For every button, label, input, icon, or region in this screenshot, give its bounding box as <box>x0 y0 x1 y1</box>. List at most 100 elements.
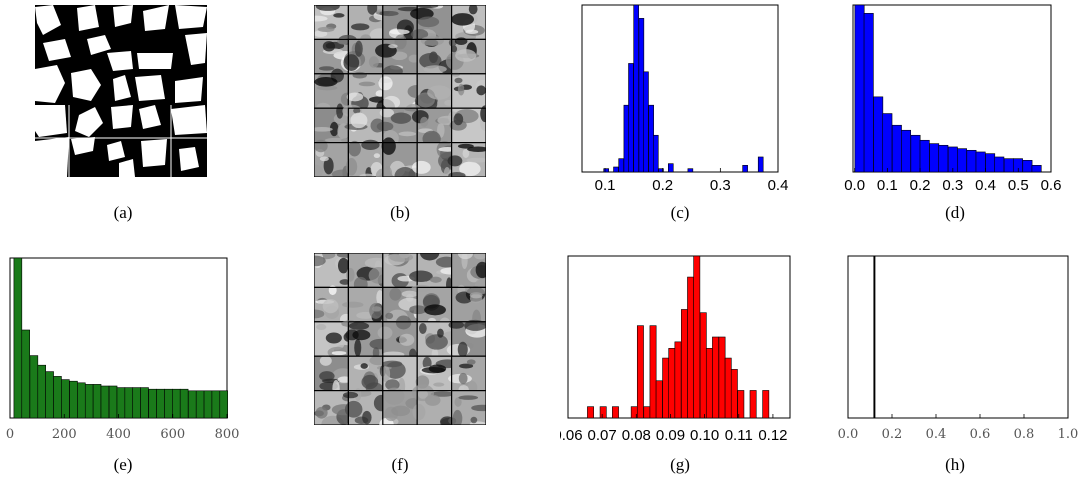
filter-patch <box>342 286 384 323</box>
x-tick-label: 0.2 <box>910 177 931 194</box>
x-tick-label: 0.4 <box>926 427 947 442</box>
filter-patch <box>305 1 350 41</box>
histogram-bar <box>863 13 874 173</box>
histogram-bar <box>172 388 181 419</box>
histogram-bar <box>84 384 94 419</box>
filter-patch <box>451 284 489 328</box>
x-tick-label: 600 <box>160 427 185 442</box>
histogram-bar <box>724 357 732 419</box>
histogram-bar <box>211 390 221 419</box>
x-tick-label: 200 <box>52 427 77 442</box>
histogram-bar <box>957 148 967 173</box>
filter-patch <box>448 103 491 144</box>
histogram-bar <box>854 4 865 173</box>
histogram-bar <box>705 348 713 419</box>
filter-patch <box>341 320 392 359</box>
filter-patch <box>448 390 493 428</box>
x-tick-label: 0.07 <box>588 427 617 444</box>
histogram-bar <box>658 168 664 173</box>
plot-frame <box>847 255 1069 419</box>
filter-grid-f <box>304 246 493 433</box>
filter-patch <box>342 104 385 144</box>
filter-patch <box>345 139 384 180</box>
filter-patch <box>448 355 487 395</box>
histogram-bar <box>618 158 624 173</box>
histogram-bar <box>636 325 644 419</box>
histogram-bar <box>762 390 770 419</box>
histogram-bar <box>749 390 757 419</box>
histogram-bar <box>124 387 134 419</box>
histogram-bar <box>873 96 884 173</box>
x-tick-label: 400 <box>106 427 131 442</box>
filter-patch <box>313 355 355 398</box>
caption-d: (d) <box>945 203 965 222</box>
plot-frame <box>581 4 779 173</box>
histogram-bar <box>687 276 695 419</box>
histogram-bar <box>623 104 630 173</box>
x-tick-label: 0.10 <box>690 427 719 444</box>
histogram-bar <box>649 325 657 419</box>
histogram-bar <box>687 168 694 173</box>
histogram-bar <box>77 382 86 419</box>
caption-c: (c) <box>670 203 690 222</box>
x-tick-label: 0.2 <box>882 427 903 442</box>
histogram-bar <box>712 336 719 419</box>
histogram-bar <box>92 384 102 419</box>
histogram-bar <box>638 18 645 173</box>
histogram-bar <box>655 380 663 419</box>
filter-patch <box>347 0 391 43</box>
histogram-bar <box>13 257 23 419</box>
histogram-bar <box>730 369 738 419</box>
histogram-bar <box>612 406 619 419</box>
histogram-bar <box>45 371 54 419</box>
histogram-bar <box>37 364 46 419</box>
x-tick-label: 0.0 <box>838 427 859 442</box>
histogram-bar <box>195 390 205 419</box>
histogram-d: 0.0 0.1 0.2 0.3 0.4 0.5 0.6 <box>844 4 1062 194</box>
histogram-bar <box>108 385 118 419</box>
histogram-bar <box>148 388 157 419</box>
histogram-bar <box>718 336 726 419</box>
histogram-bar <box>919 139 930 173</box>
x-tick-label: 0.09 <box>656 427 685 444</box>
x-tick-label: 0.11 <box>725 427 753 444</box>
histogram-bar <box>662 357 670 419</box>
histogram-bar <box>975 151 986 173</box>
histogram-bar <box>188 390 197 419</box>
histogram-bar <box>633 4 639 173</box>
x-tick-label: 0.6 <box>1041 177 1062 194</box>
x-tick-label: 0.1 <box>595 177 616 194</box>
histogram-bar <box>681 309 688 419</box>
histogram-g: 0.06 0.07 0.08 0.09 0.10 0.11 0.12 <box>560 255 791 444</box>
histogram-bar <box>140 387 149 419</box>
histogram-bar <box>910 134 921 173</box>
histogram-bar <box>599 406 607 419</box>
histogram-bar <box>203 390 213 419</box>
histogram-bar <box>757 156 764 173</box>
histogram-bar <box>643 71 649 173</box>
histogram-bar <box>29 355 39 419</box>
x-tick-label: 0 <box>6 427 14 442</box>
histogram-bar <box>994 156 1005 173</box>
histogram-bar <box>882 113 893 173</box>
filter-patch <box>409 284 453 324</box>
filter-patch <box>411 384 458 428</box>
histogram-bar <box>1003 158 1014 173</box>
histogram-bar <box>61 379 70 419</box>
histogram-bar <box>100 385 110 419</box>
histogram-bar <box>53 376 62 419</box>
filter-patch <box>451 3 487 42</box>
histogram-bar <box>1022 160 1033 173</box>
histogram-bar <box>901 129 911 173</box>
x-tick-label: 0.1 <box>877 177 898 194</box>
filter-patch <box>376 355 418 395</box>
histogram-bar <box>132 387 141 419</box>
histogram-bar <box>613 166 619 173</box>
filter-patch <box>311 103 351 144</box>
filter-patch <box>313 68 354 113</box>
histogram-bar <box>164 388 173 419</box>
histogram-bar <box>668 348 676 419</box>
caption-h: (h) <box>945 455 965 474</box>
x-tick-label: 0.3 <box>710 177 731 194</box>
filter-patch <box>379 387 424 432</box>
